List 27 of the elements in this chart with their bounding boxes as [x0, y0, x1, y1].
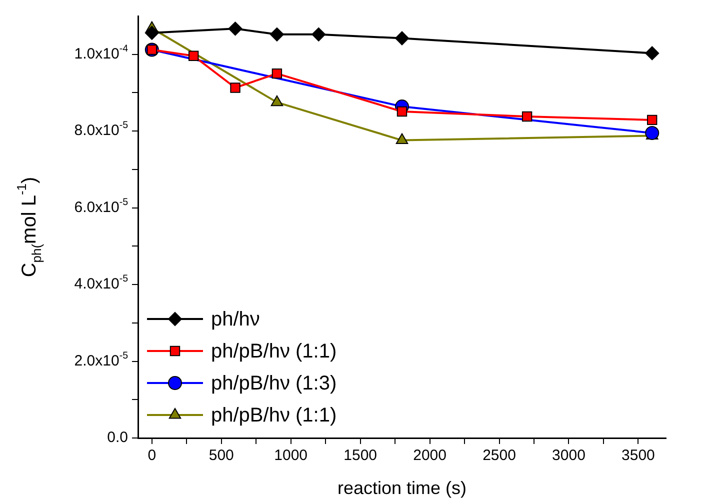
x-tick-label: 1000 — [274, 447, 308, 464]
point — [396, 106, 408, 117]
legend-label: ph/pB/hν (1:1) — [211, 404, 337, 427]
y-axis-title: Cph(mol L-1) — [14, 176, 44, 278]
point — [230, 82, 240, 93]
point — [395, 31, 409, 46]
x-tick-label: 500 — [208, 447, 234, 464]
point — [188, 50, 199, 61]
point — [228, 22, 242, 36]
x-tick-label: 0 — [148, 447, 156, 464]
x-tick-label: 2000 — [413, 447, 446, 464]
x-tick-label: 1500 — [344, 447, 378, 464]
point — [645, 46, 660, 60]
point — [272, 68, 282, 79]
point — [312, 27, 326, 42]
x-tick-label: 3500 — [622, 447, 655, 464]
point — [144, 26, 159, 40]
x-tick-label: 2500 — [482, 447, 516, 464]
point — [522, 111, 532, 122]
legend-label: ph/pB/hν (1:3) — [211, 372, 337, 395]
legend-label: ph/hν — [211, 308, 260, 331]
x-axis-title: reaction time (s) — [337, 478, 467, 498]
y-tick-label: 0.0 — [107, 429, 128, 446]
point — [270, 27, 284, 42]
x-tick-label: 3000 — [552, 447, 586, 464]
point — [647, 114, 658, 126]
legend-label: ph/pB/hν (1:1) — [211, 340, 337, 363]
